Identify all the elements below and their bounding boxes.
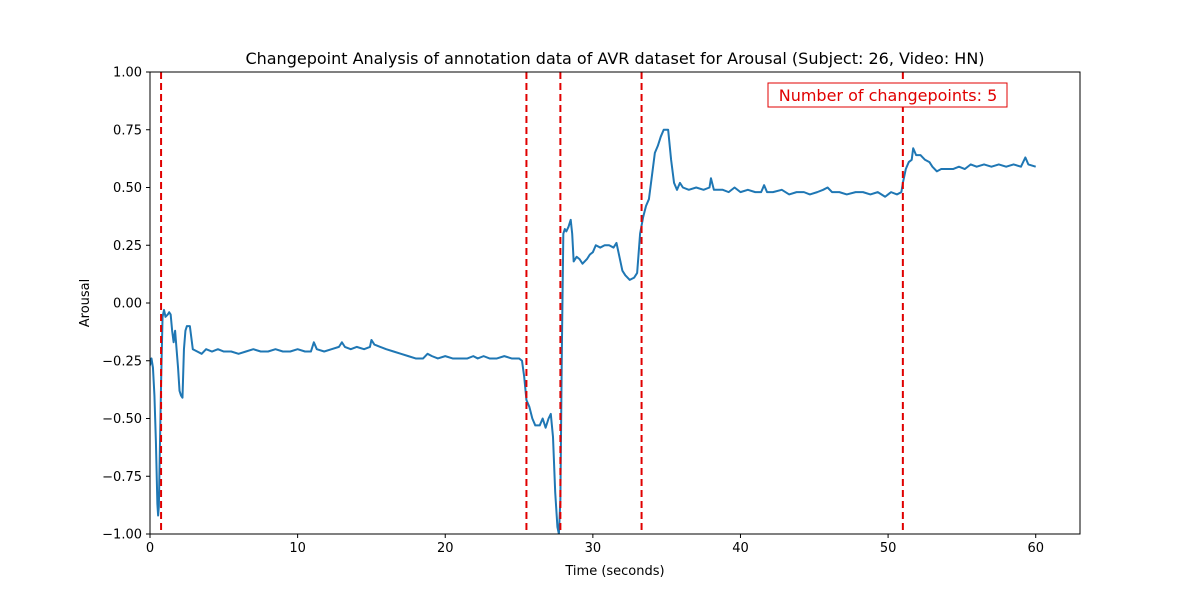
annotation-text: Number of changepoints: 5 (779, 86, 998, 105)
x-tick-label: 30 (585, 541, 602, 556)
y-tick-label: 0.50 (113, 181, 142, 196)
y-tick-label: 0.75 (113, 123, 142, 138)
x-tick-label: 10 (289, 541, 306, 556)
y-tick-label: −0.75 (102, 470, 142, 485)
plot-frame (149, 71, 1081, 535)
x-axis-label: Time (seconds) (564, 564, 664, 579)
axes: 0 10 20 30 40 50 60 −1.00 −0.75 −0.50 −0.25 0.00 0.2… (102, 66, 1044, 557)
x-tick-label: 20 (437, 541, 454, 556)
y-tick-label: 0.25 (113, 239, 142, 254)
x-tick-label: 60 (1027, 541, 1044, 556)
arousal-series-line (150, 128, 1037, 534)
y-tick-label: −0.50 (102, 412, 142, 427)
changepoint-count-annotation: Number of changepoints: 5 (767, 82, 1008, 108)
chart-title: Changepoint Analysis of annotation data … (245, 49, 984, 68)
x-tick-label: 0 (146, 541, 154, 556)
y-tick-label: 1.00 (113, 66, 142, 81)
x-tick-label: 50 (880, 541, 897, 556)
y-tick-label: 0.00 (113, 297, 142, 312)
y-tick-label: −0.25 (102, 354, 142, 369)
y-tick-label: −1.00 (102, 528, 142, 543)
y-axis-label: Arousal (78, 279, 93, 328)
plot-area (150, 72, 1037, 534)
x-tick-label: 40 (732, 541, 749, 556)
annotation-box (767, 82, 1008, 108)
